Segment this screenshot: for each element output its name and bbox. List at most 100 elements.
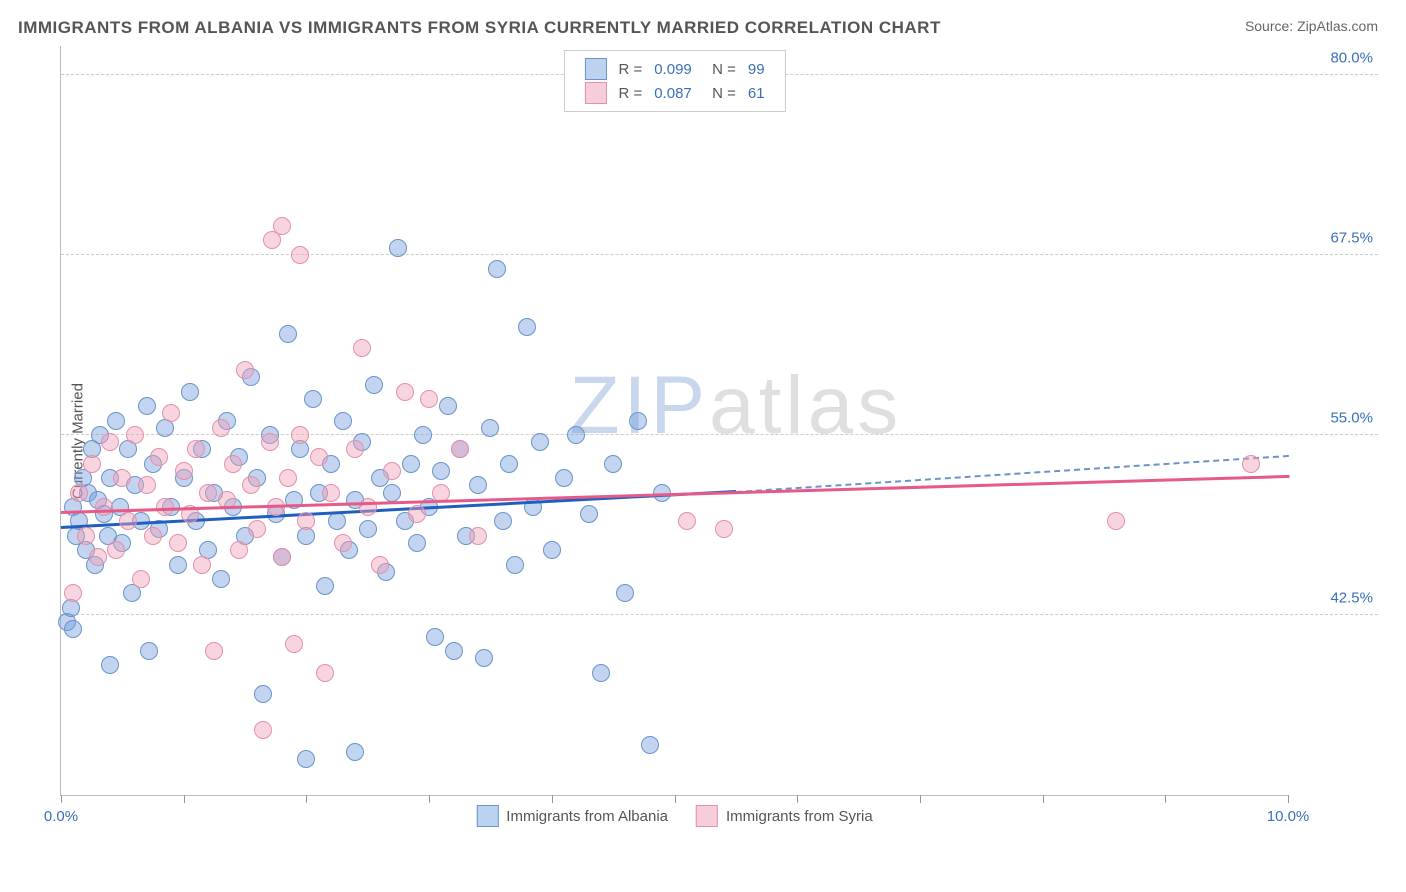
data-point-syria [310, 448, 328, 466]
data-point-albania [212, 570, 230, 588]
x-tick [920, 795, 921, 803]
data-point-albania [543, 541, 561, 559]
data-point-albania [494, 512, 512, 530]
data-point-albania [316, 577, 334, 595]
trend-line [736, 454, 1289, 492]
data-point-syria [107, 541, 125, 559]
x-tick [306, 795, 307, 803]
data-point-albania [64, 620, 82, 638]
data-point-syria [224, 455, 242, 473]
data-point-syria [254, 721, 272, 739]
x-tick [552, 795, 553, 803]
x-tick [1165, 795, 1166, 803]
data-point-albania [107, 412, 125, 430]
gridline [61, 254, 1378, 255]
data-point-syria [396, 383, 414, 401]
series-legend: Immigrants from Albania Immigrants from S… [476, 805, 872, 827]
data-point-albania [402, 455, 420, 473]
data-point-syria [408, 505, 426, 523]
data-point-syria [273, 548, 291, 566]
data-point-albania [616, 584, 634, 602]
data-point-syria [95, 498, 113, 516]
data-point-albania [629, 412, 647, 430]
data-point-syria [70, 484, 88, 502]
data-point-syria [248, 520, 266, 538]
x-tick-label: 10.0% [1267, 808, 1310, 825]
data-point-albania [365, 376, 383, 394]
x-tick-label: 0.0% [44, 808, 78, 825]
legend-swatch-icon [584, 58, 606, 80]
data-point-syria [297, 512, 315, 530]
data-point-syria [205, 642, 223, 660]
data-point-syria [678, 512, 696, 530]
data-point-syria [451, 440, 469, 458]
data-point-syria [64, 584, 82, 602]
legend-label: Immigrants from Albania [506, 808, 668, 825]
data-point-syria [322, 484, 340, 502]
legend-item-syria: Immigrants from Syria [696, 805, 873, 827]
data-point-syria [187, 440, 205, 458]
legend-swatch-icon [476, 805, 498, 827]
data-point-syria [383, 462, 401, 480]
data-point-albania [138, 397, 156, 415]
data-point-syria [242, 476, 260, 494]
data-point-albania [531, 433, 549, 451]
data-point-albania [328, 512, 346, 530]
data-point-syria [169, 534, 187, 552]
data-point-albania [304, 390, 322, 408]
data-point-syria [144, 527, 162, 545]
data-point-syria [89, 548, 107, 566]
x-tick [797, 795, 798, 803]
data-point-syria [261, 433, 279, 451]
legend-label: Immigrants from Syria [726, 808, 873, 825]
data-point-syria [83, 455, 101, 473]
data-point-albania [101, 656, 119, 674]
data-point-syria [353, 339, 371, 357]
data-point-syria [199, 484, 217, 502]
data-point-albania [334, 412, 352, 430]
legend-swatch-icon [696, 805, 718, 827]
data-point-albania [254, 685, 272, 703]
data-point-albania [297, 750, 315, 768]
data-point-syria [1107, 512, 1125, 530]
gridline [61, 434, 1378, 435]
data-point-albania [506, 556, 524, 574]
data-point-albania [475, 649, 493, 667]
data-point-albania [592, 664, 610, 682]
data-point-syria [119, 512, 137, 530]
gridline [61, 614, 1378, 615]
correlation-legend: R =0.099 N =99R =0.087 N =61 [563, 50, 785, 112]
data-point-syria [469, 527, 487, 545]
legend-row-syria: R =0.087 N =61 [578, 81, 770, 105]
data-point-syria [150, 448, 168, 466]
x-tick [184, 795, 185, 803]
chart-title: IMMIGRANTS FROM ALBANIA VS IMMIGRANTS FR… [18, 18, 941, 38]
data-point-syria [1242, 455, 1260, 473]
legend-row-albania: R =0.099 N =99 [578, 57, 770, 81]
data-point-albania [181, 383, 199, 401]
data-point-albania [383, 484, 401, 502]
data-point-syria [285, 635, 303, 653]
data-point-albania [604, 455, 622, 473]
data-point-syria [273, 217, 291, 235]
data-point-albania [555, 469, 573, 487]
watermark: ZIPatlas [569, 359, 902, 453]
data-point-syria [162, 404, 180, 422]
x-tick [1043, 795, 1044, 803]
data-point-syria [113, 469, 131, 487]
chart-container: Currently Married ZIPatlas R =0.099 N =9… [60, 46, 1378, 836]
data-point-albania [346, 743, 364, 761]
data-point-albania [389, 239, 407, 257]
y-tick-label: 42.5% [1330, 589, 1373, 606]
data-point-albania [432, 462, 450, 480]
data-point-syria [371, 556, 389, 574]
data-point-albania [140, 642, 158, 660]
data-point-syria [316, 664, 334, 682]
data-point-albania [445, 642, 463, 660]
x-tick [429, 795, 430, 803]
x-tick [1288, 795, 1289, 803]
data-point-albania [359, 520, 377, 538]
data-point-syria [212, 419, 230, 437]
y-tick-label: 67.5% [1330, 229, 1373, 246]
data-point-syria [138, 476, 156, 494]
